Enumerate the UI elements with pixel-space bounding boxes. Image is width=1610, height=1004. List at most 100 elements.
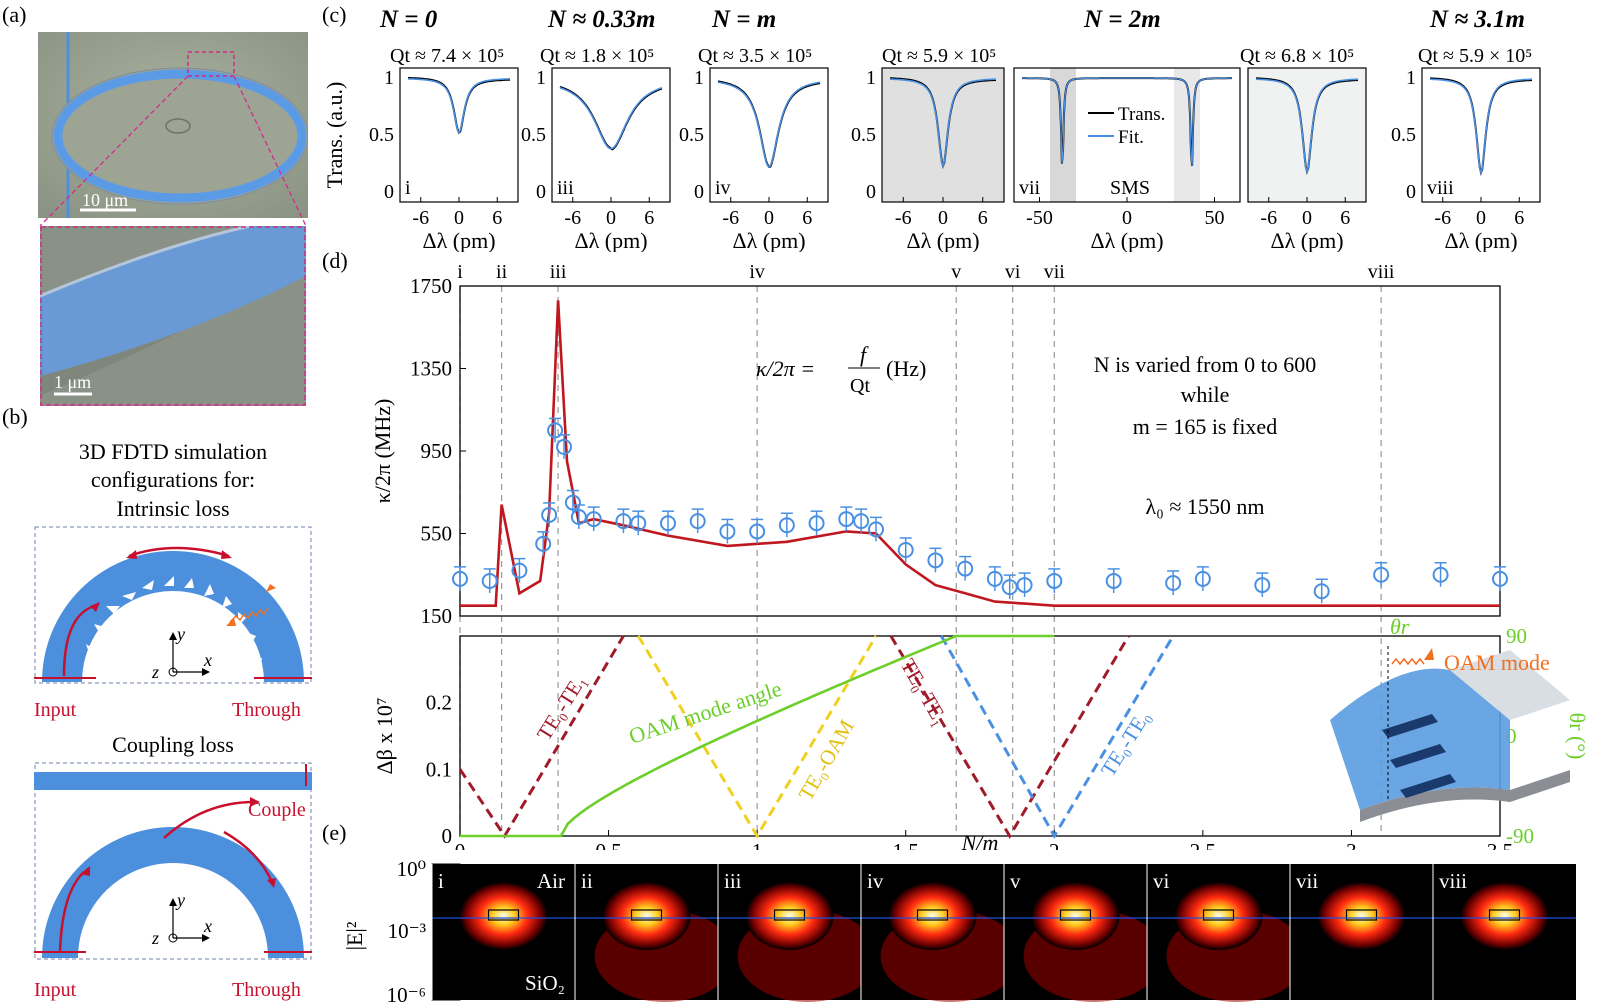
colorbar-label: |E|²	[342, 921, 367, 950]
dbeta-curve	[889, 635, 1130, 839]
inset-oam: OAM mode	[1444, 650, 1550, 675]
field-id: i	[438, 869, 444, 893]
xtick: 50	[1205, 207, 1225, 229]
ytick: 0.5	[679, 124, 704, 146]
panel-label-c: (c)	[322, 2, 347, 27]
lambda-note: λ₀ ≈ 1550 nm	[1145, 494, 1264, 519]
spectrum-subplot: Trans.Fit. SMS -50 0 50 vii Δλ (pm)	[1013, 67, 1241, 252]
ytick: 0	[1406, 181, 1416, 203]
legend-fit: Fit.	[1118, 127, 1144, 148]
field-panel: vii	[1289, 864, 1433, 1000]
field-id: vii	[1296, 869, 1318, 893]
subplot-id: viii	[1427, 177, 1454, 199]
measured-point	[689, 508, 706, 534]
air-label: Air	[537, 869, 565, 893]
dbeta-curve	[637, 635, 878, 839]
subplot-id: vii	[1019, 177, 1041, 199]
note-2: while	[1181, 382, 1230, 407]
measured-point	[615, 508, 632, 534]
measured-point	[838, 506, 855, 532]
ytick-top: 950	[421, 439, 453, 463]
zoom-lines	[39, 75, 307, 227]
xtick: 6	[1340, 207, 1350, 229]
spectra-ylabel: Trans. (a.u.)	[322, 82, 347, 189]
oam-angle-curve	[460, 634, 1055, 838]
measured-point	[1313, 578, 1330, 604]
ytick-right: 90	[1506, 624, 1527, 648]
spectrum-subplot: -6 0 6Δλ (pm)	[1247, 67, 1367, 252]
panel-label-e: (e)	[322, 820, 347, 845]
measured-point	[481, 568, 498, 593]
xtick: 0	[1302, 207, 1312, 229]
fit-curve	[889, 78, 997, 169]
xlabel: Δλ (pm)	[1270, 228, 1343, 252]
trans-curve	[717, 80, 821, 168]
header-n31: N ≈ 3.1m	[1430, 6, 1525, 33]
q-label: Qt ≈ 6.8 × 10⁵	[1240, 45, 1354, 67]
xtick: 0	[606, 207, 616, 229]
field-panel: v	[1003, 864, 1164, 1002]
through-label: Through	[232, 699, 301, 721]
sem-image-top: 10 μm	[38, 32, 308, 218]
xtick: 1.5	[893, 839, 919, 850]
input-label-2: Input	[34, 979, 77, 1001]
field-panel: viii	[1432, 864, 1576, 1000]
field-id: iv	[867, 869, 884, 893]
measured-point	[570, 504, 587, 529]
header-n0: N = 0	[380, 6, 438, 33]
field-id: v	[1010, 869, 1021, 893]
ytick-bottom: 0.1	[426, 757, 452, 781]
xlabel: Δλ (pm)	[906, 228, 979, 252]
formula-f: f	[860, 342, 869, 367]
panel-label-d: (d)	[322, 248, 348, 273]
ytick-bottom: 0	[442, 824, 453, 848]
xtick: 0	[938, 207, 948, 229]
ytick: 1	[536, 67, 546, 89]
measured-point	[1016, 572, 1033, 598]
xtick: -6	[895, 207, 912, 229]
marker-label: iv	[749, 261, 765, 283]
ytick: 0	[866, 181, 876, 203]
ytick-top: 1750	[410, 274, 452, 298]
couple-label: Couple	[248, 799, 306, 821]
ytick-top: 1350	[410, 357, 452, 381]
xlabel: Δλ (pm)	[1090, 228, 1163, 252]
q-label: Qt ≈ 5.9 × 10⁵	[882, 45, 996, 67]
xtick: -6	[1434, 207, 1451, 229]
xtick: 0.5	[595, 839, 621, 850]
xtick: 0	[1476, 207, 1486, 229]
inset-theta: θr	[1390, 614, 1410, 639]
xtick: -6	[722, 207, 739, 229]
measured-point	[452, 566, 468, 591]
field-panel: vi	[1146, 864, 1307, 1002]
xlabel: Δλ (pm)	[422, 228, 495, 252]
marker-label: i	[457, 261, 463, 283]
measured-point	[927, 547, 944, 573]
simulation-curve	[460, 300, 1500, 607]
measured-point	[1432, 562, 1449, 587]
ylabel-bottom: Δβ x 10⁷	[372, 697, 397, 774]
axis-z-label: z	[151, 662, 159, 682]
marker-label: viii	[1368, 261, 1395, 283]
intrinsic-loss-title: Intrinsic loss	[116, 496, 230, 521]
measured-point	[1492, 566, 1508, 591]
fit-curve	[717, 81, 821, 168]
formula-unit: (Hz)	[886, 356, 926, 381]
ytick-top: 150	[421, 604, 453, 628]
q-label: Qt ≈ 3.5 × 10⁵	[698, 45, 812, 67]
xtick: 2.5	[1190, 839, 1216, 850]
q-label: Qt ≈ 1.8 × 10⁵	[540, 45, 654, 67]
ytick: 0	[694, 181, 704, 203]
field-id: ii	[581, 869, 593, 893]
marker-label: vi	[1005, 261, 1021, 283]
note-1: N is varied from 0 to 600	[1094, 352, 1316, 377]
xtick: 1	[752, 839, 763, 850]
ytick: 1	[1406, 67, 1416, 89]
oam-inset: θr OAM mode	[1330, 614, 1570, 822]
xtick: 0	[454, 207, 464, 229]
xtick: 6	[802, 207, 812, 229]
sio2-label: SiO₂	[525, 971, 565, 995]
field-panel: iv	[860, 864, 1021, 1002]
xtick: -50	[1026, 207, 1053, 229]
